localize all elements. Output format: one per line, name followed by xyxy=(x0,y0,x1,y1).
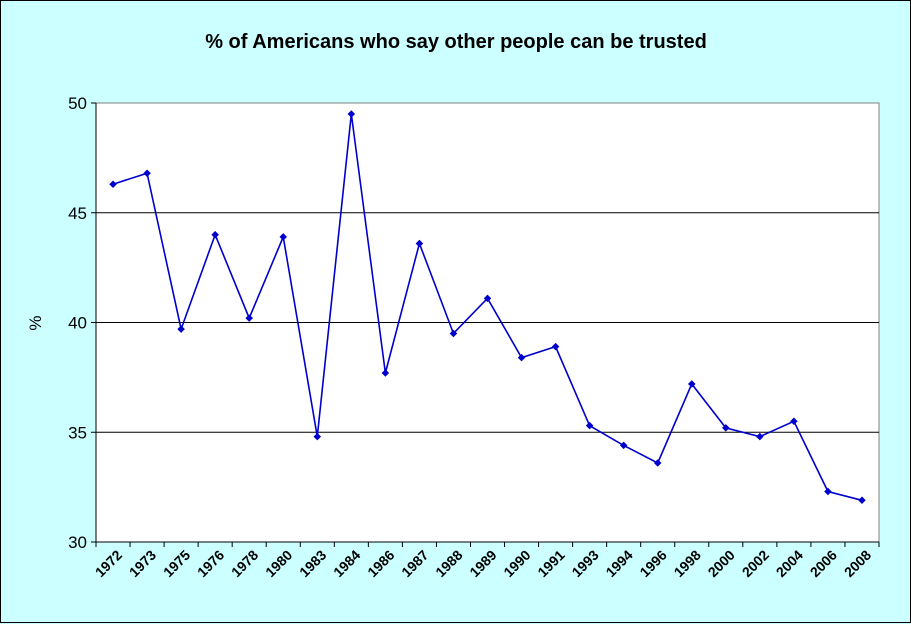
x-tick-label: 1986 xyxy=(364,547,397,580)
x-tick-label: 1991 xyxy=(534,547,567,580)
data-point xyxy=(619,441,628,450)
x-tick-label: 1972 xyxy=(92,547,125,580)
x-tick-label: 1996 xyxy=(636,547,669,580)
x-tick-label: 1998 xyxy=(671,547,704,580)
data-point xyxy=(585,421,594,430)
x-tick-label: 1988 xyxy=(432,547,465,580)
y-tick-label: 35 xyxy=(68,423,87,442)
data-point xyxy=(279,233,288,241)
data-point xyxy=(347,110,356,118)
data-point xyxy=(517,353,526,362)
data-point xyxy=(177,325,185,333)
x-tick-label: 1976 xyxy=(194,547,227,580)
x-tick-label: 1984 xyxy=(330,547,363,580)
y-axis-label: % xyxy=(26,315,45,330)
data-point xyxy=(211,230,219,239)
data-point xyxy=(109,180,117,188)
data-point xyxy=(756,432,764,441)
y-tick-label: 40 xyxy=(68,314,87,333)
data-point xyxy=(858,496,866,505)
data-point xyxy=(687,380,696,388)
x-tick-label: 1978 xyxy=(228,547,261,580)
y-tick-label: 30 xyxy=(68,533,87,552)
data-point xyxy=(722,424,730,432)
x-tick-label: 1975 xyxy=(160,547,193,580)
y-axis: 30 35 40 45 50 xyxy=(68,94,97,552)
x-tick-label: 1987 xyxy=(398,547,431,580)
data-point xyxy=(245,314,253,322)
data-point xyxy=(790,417,798,426)
x-tick-label: 1980 xyxy=(262,547,295,580)
x-tick-label: 1990 xyxy=(500,547,533,580)
data-point xyxy=(551,342,560,351)
x-tick-label: 1989 xyxy=(466,547,499,580)
chart-title: % of Americans who say other people can … xyxy=(205,31,707,53)
data-point xyxy=(415,239,424,248)
x-tick-label: 2002 xyxy=(739,547,772,580)
y-tick-label: 50 xyxy=(68,94,87,113)
x-tick-label: 2000 xyxy=(705,547,738,580)
x-tick-label: 1973 xyxy=(126,547,159,580)
data-point xyxy=(313,432,322,441)
data-point xyxy=(449,329,458,338)
data-point xyxy=(653,459,662,467)
data-point xyxy=(381,369,390,377)
x-tick-label: 2006 xyxy=(807,547,840,580)
data-point xyxy=(824,487,832,496)
y-tick-label: 45 xyxy=(68,204,87,223)
data-point xyxy=(143,169,151,178)
data-point xyxy=(483,294,492,303)
x-axis: 1972 1973 1975 1976 1978 1980 1983 1984 1986 1987… xyxy=(92,541,880,580)
x-tick-label: 1983 xyxy=(296,547,329,580)
gridlines xyxy=(96,212,879,433)
series-layer xyxy=(109,110,866,505)
x-tick-label: 2008 xyxy=(841,547,874,580)
x-tick-label: 1994 xyxy=(602,547,635,580)
x-tick-label: 2004 xyxy=(773,547,806,580)
x-tick-label: 1993 xyxy=(568,547,601,580)
